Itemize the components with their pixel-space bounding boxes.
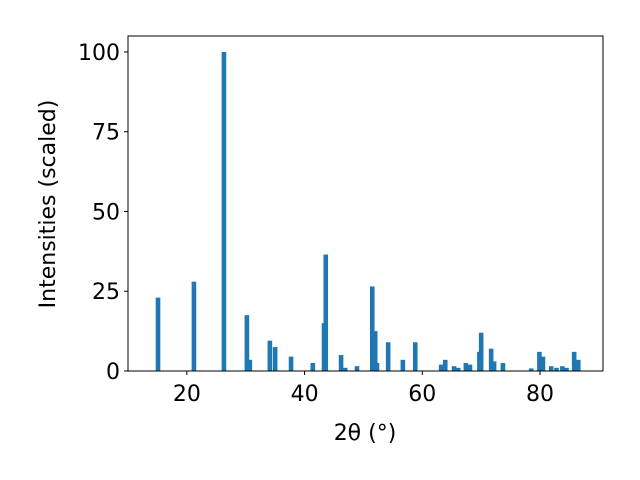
bar	[369, 286, 375, 371]
bar	[155, 297, 161, 371]
bar	[342, 367, 348, 371]
bar	[528, 368, 534, 371]
y-tick-label: 25	[92, 280, 120, 305]
bar	[478, 332, 484, 371]
x-tick-label: 60	[408, 382, 436, 407]
bar	[310, 363, 316, 371]
plot-frame	[127, 35, 604, 372]
bar	[288, 356, 294, 371]
bar	[244, 315, 250, 371]
bar	[272, 347, 278, 371]
x-tick-label: 40	[291, 382, 319, 407]
bar	[442, 359, 448, 371]
bar	[571, 351, 577, 371]
bar	[455, 367, 461, 371]
bar	[575, 359, 581, 371]
bar	[191, 281, 197, 371]
bar	[323, 254, 329, 371]
y-tick-label: 0	[106, 360, 120, 385]
bar	[374, 363, 380, 371]
bar	[491, 361, 497, 371]
x-tick-label: 80	[526, 382, 554, 407]
x-axis-label: 2θ (°)	[334, 421, 397, 446]
bar	[385, 342, 391, 371]
bar	[451, 366, 457, 371]
bar	[548, 366, 554, 371]
bar	[500, 363, 506, 371]
bar	[354, 366, 360, 371]
y-tick-label: 75	[92, 121, 120, 146]
y-tick-label: 50	[92, 200, 120, 225]
bar	[372, 331, 378, 371]
y-axis-label: Intensities (scaled)	[36, 100, 61, 309]
bar	[564, 367, 569, 371]
bar	[267, 340, 273, 371]
bar	[540, 356, 546, 371]
y-tick-label: 100	[78, 41, 120, 66]
bar	[488, 348, 494, 371]
bar	[463, 363, 469, 371]
bar	[400, 359, 406, 371]
bar	[221, 51, 227, 371]
x-tick-label: 20	[173, 382, 201, 407]
bar	[554, 367, 559, 371]
bar	[537, 351, 542, 371]
bar	[338, 355, 344, 371]
bar	[412, 342, 418, 371]
bar	[438, 364, 444, 371]
bar	[560, 366, 565, 371]
bar	[247, 359, 253, 371]
bar	[467, 364, 473, 371]
